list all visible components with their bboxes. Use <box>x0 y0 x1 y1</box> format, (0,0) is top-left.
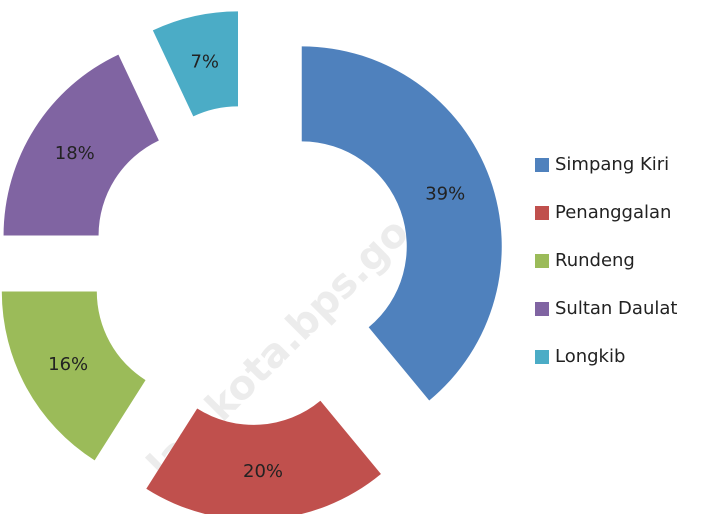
legend-label: Rundeng <box>555 250 635 271</box>
legend-label: Simpang Kiri <box>555 154 669 175</box>
donut-segment <box>3 54 159 236</box>
donut-segment <box>301 46 502 401</box>
data-label: 18% <box>55 143 95 164</box>
data-label: 39% <box>425 184 465 205</box>
legend-label: Longkib <box>555 346 625 367</box>
donut-segment <box>152 11 239 117</box>
data-label: 20% <box>243 461 283 482</box>
donut-segment <box>146 400 381 514</box>
legend-swatch <box>535 206 549 220</box>
donut-segment <box>1 291 146 461</box>
legend-swatch <box>535 158 549 172</box>
data-label: 7% <box>190 51 219 72</box>
legend-swatch <box>535 254 549 268</box>
data-label: 16% <box>48 354 88 375</box>
legend-label: Sultan Daulat <box>555 298 677 319</box>
legend-swatch <box>535 350 549 364</box>
legend-swatch <box>535 302 549 316</box>
legend-label: Penanggalan <box>555 202 671 223</box>
